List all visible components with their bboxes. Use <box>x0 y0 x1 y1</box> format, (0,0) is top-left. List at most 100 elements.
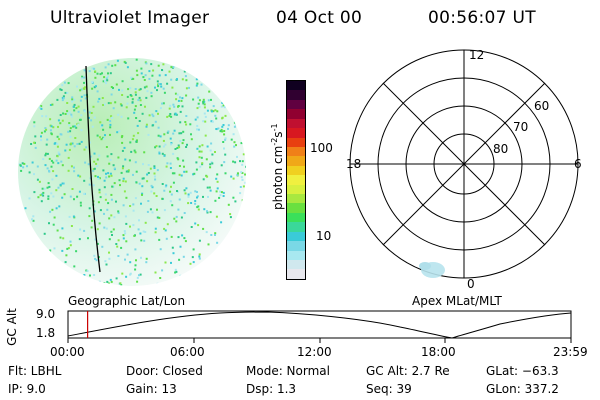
uv-pixel <box>163 91 166 94</box>
colorbar-segment <box>287 128 305 138</box>
uv-pixel <box>111 116 114 119</box>
uv-pixel <box>125 240 128 243</box>
uv-pixel <box>172 252 175 255</box>
uv-pixel <box>36 165 39 168</box>
uv-pixel <box>41 115 44 118</box>
uv-pixel <box>71 142 74 145</box>
uv-pixel <box>93 152 96 155</box>
uv-pixel <box>165 184 168 187</box>
uv-pixel <box>94 70 97 73</box>
uv-pixel <box>84 86 87 89</box>
uv-pixel <box>113 182 116 185</box>
uv-pixel <box>64 149 67 152</box>
uv-pixel <box>110 198 113 201</box>
uv-pixel <box>54 142 57 145</box>
uv-pixel <box>108 217 111 220</box>
uv-pixel <box>138 120 141 122</box>
uv-pixel <box>196 196 198 199</box>
uv-pixel <box>81 75 84 78</box>
uv-pixel <box>126 95 129 98</box>
uv-pixel <box>83 76 86 79</box>
uv-pixel <box>73 103 76 106</box>
uv-pixel <box>47 182 50 185</box>
uv-pixel <box>72 105 75 108</box>
uv-pixel <box>158 152 161 155</box>
uv-pixel <box>112 107 115 110</box>
uv-pixel <box>105 176 108 179</box>
uv-pixel <box>46 167 49 170</box>
uv-pixel <box>41 187 44 190</box>
uv-pixel <box>106 280 109 283</box>
uv-pixel <box>115 243 118 245</box>
uv-pixel <box>102 104 105 106</box>
uv-pixel <box>190 226 193 228</box>
uv-pixel <box>58 153 61 156</box>
uv-pixel <box>142 76 145 79</box>
uv-pixel <box>108 162 111 165</box>
uv-pixel <box>107 102 110 105</box>
uv-pixel <box>98 191 101 194</box>
uv-pixel <box>171 204 174 207</box>
uv-pixel <box>69 195 72 198</box>
uv-pixel <box>195 78 198 81</box>
uv-pixel <box>153 165 156 168</box>
uv-pixel <box>109 159 112 161</box>
uv-pixel <box>61 227 64 230</box>
uv-pixel <box>152 69 155 72</box>
uv-pixel <box>149 167 152 170</box>
uv-pixel <box>61 99 64 102</box>
uv-pixel <box>109 278 112 281</box>
colorbar-segment <box>287 241 305 251</box>
uv-pixel <box>110 153 113 156</box>
uv-pixel <box>177 236 180 239</box>
uv-pixel <box>61 196 64 199</box>
uv-pixel <box>137 132 140 135</box>
uv-pixel <box>91 219 94 222</box>
uv-pixel <box>188 86 190 89</box>
aurora-patch <box>419 262 445 278</box>
uv-pixel <box>56 155 59 158</box>
uv-pixel <box>89 274 91 277</box>
uv-pixel <box>214 109 217 112</box>
uv-pixel <box>128 159 131 162</box>
uv-pixel <box>144 105 146 108</box>
uv-pixel <box>196 124 199 127</box>
uv-pixel <box>169 137 172 140</box>
uv-pixel <box>185 170 188 173</box>
uv-pixel <box>223 130 226 132</box>
uv-pixel <box>49 104 52 106</box>
uv-pixel <box>97 100 100 103</box>
uv-pixel <box>202 100 205 103</box>
uv-pixel <box>64 91 67 94</box>
uv-pixel <box>179 245 182 248</box>
uv-pixel <box>156 208 158 211</box>
uv-pixel <box>71 96 74 99</box>
uv-pixel <box>129 225 131 228</box>
uv-pixel <box>50 132 53 135</box>
uv-pixel <box>99 121 102 124</box>
uv-pixel <box>131 98 134 101</box>
uv-pixel <box>110 174 113 177</box>
uv-pixel <box>215 117 218 120</box>
uv-pixel <box>85 146 88 149</box>
uv-pixel <box>181 234 184 237</box>
uv-pixel <box>184 240 187 243</box>
uv-pixel <box>209 211 212 214</box>
uv-pixel <box>163 189 166 192</box>
uv-pixel <box>109 133 111 136</box>
uv-pixel <box>83 274 86 276</box>
uv-pixel <box>194 202 197 205</box>
uv-pixel <box>91 81 94 84</box>
uv-pixel <box>96 165 99 168</box>
uv-pixel <box>176 157 179 160</box>
uv-pixel <box>185 187 188 190</box>
uv-pixel <box>198 253 201 256</box>
uv-pixel <box>229 216 232 219</box>
uv-pixel <box>215 177 218 180</box>
uv-pixel <box>94 76 97 79</box>
uv-pixel <box>133 234 136 237</box>
colorbar-tick-100: 100 <box>310 141 333 155</box>
uv-pixel <box>201 162 204 165</box>
uv-pixel <box>208 90 211 93</box>
